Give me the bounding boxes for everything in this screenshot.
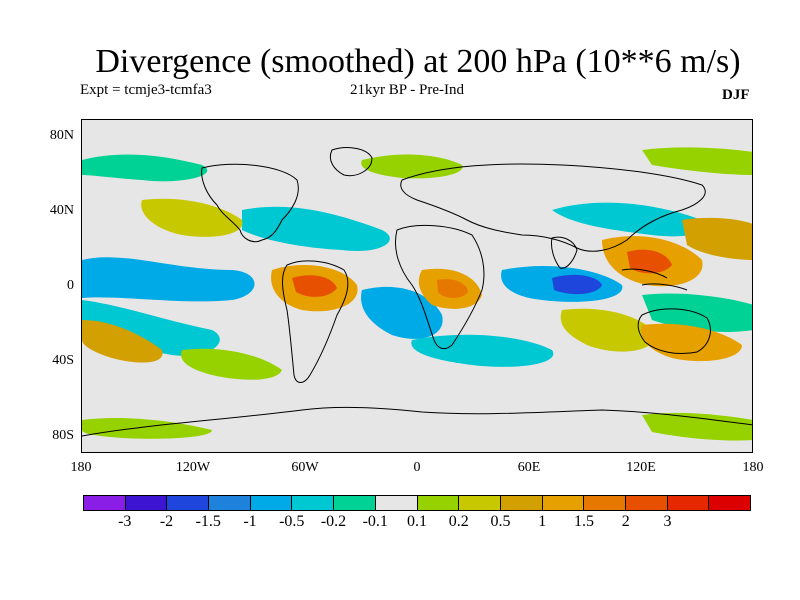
y-tick-label: 40S bbox=[52, 353, 74, 368]
colorbar-label: 1 bbox=[538, 513, 547, 530]
field-pos-africa-core bbox=[437, 279, 468, 298]
period-label: 21kyr BP - Pre-Ind bbox=[350, 82, 465, 98]
y-tick-label: 0 bbox=[67, 278, 74, 293]
field-neg-tropics-east-pacific bbox=[82, 257, 255, 302]
field-pos-south-america-core bbox=[292, 275, 337, 297]
colorbar-label: -1.5 bbox=[195, 513, 221, 530]
coast-south-america bbox=[282, 260, 349, 383]
field-pos-south-pacific-green bbox=[181, 348, 282, 380]
field-pos-maritime-core bbox=[627, 249, 672, 274]
colorbar-swatch bbox=[167, 496, 210, 510]
colorbar-swatch bbox=[84, 496, 126, 510]
colorbar-swatch bbox=[709, 496, 750, 510]
colorbar-label: -0.1 bbox=[362, 513, 388, 530]
colorbar-label: 1.5 bbox=[574, 513, 594, 530]
divergence-field bbox=[82, 147, 752, 441]
y-tick-label: 80N bbox=[49, 128, 74, 143]
colorbar-swatch bbox=[250, 496, 293, 510]
field-pos-antarctic-pacific bbox=[642, 412, 752, 441]
experiment-label: Expt = tcmje3-tcmfa3 bbox=[80, 82, 212, 98]
field-pos-north-america bbox=[141, 198, 243, 237]
x-tick-label: 180 bbox=[742, 460, 764, 475]
colorbar-swatch bbox=[542, 496, 585, 510]
colorbar-swatch bbox=[667, 496, 710, 510]
colorbar-swatch bbox=[417, 496, 460, 510]
colorbar-label: -1 bbox=[243, 513, 257, 530]
colorbar-label: -0.5 bbox=[279, 513, 305, 530]
colorbar-swatch bbox=[625, 496, 668, 510]
field-neg-south-atlantic bbox=[361, 286, 443, 339]
x-tick-label: 120W bbox=[175, 460, 211, 475]
colorbar-swatch bbox=[375, 496, 418, 510]
map-canvas bbox=[82, 147, 752, 441]
y-tick-label: 80S bbox=[52, 428, 74, 443]
x-tick-label: 60W bbox=[291, 460, 319, 475]
coast-africa bbox=[395, 225, 485, 350]
x-tick-label: 0 bbox=[413, 460, 421, 475]
field-pos-high-north-pacific bbox=[642, 147, 752, 175]
colorbar-label: 2 bbox=[621, 513, 630, 530]
y-tick-label: 40N bbox=[49, 203, 74, 218]
season-label: DJF bbox=[722, 87, 750, 103]
colorbar-label: 0.1 bbox=[407, 513, 427, 530]
field-pos-subtropic-south-pacific bbox=[82, 320, 163, 363]
colorbar-swatch bbox=[500, 496, 543, 510]
coastlines bbox=[82, 147, 752, 437]
colorbar-label: 0.5 bbox=[490, 513, 511, 530]
divergence-map bbox=[81, 119, 753, 453]
colorbar-label: 0.2 bbox=[448, 513, 469, 530]
field-neg-indian-ocean-core bbox=[552, 274, 602, 295]
field-neg-subtropics-pacific bbox=[82, 300, 220, 356]
coast-india bbox=[551, 236, 578, 269]
colorbar-swatch bbox=[334, 496, 376, 510]
coast-australia bbox=[637, 308, 711, 355]
field-pos-south-indian bbox=[560, 308, 657, 352]
field-pos-north-pacific bbox=[682, 217, 752, 260]
field-pos-southern-band bbox=[82, 418, 212, 439]
field-neg-southern-ocean bbox=[411, 334, 554, 367]
coast-north-america bbox=[201, 163, 299, 243]
x-tick-label: 120E bbox=[626, 460, 656, 475]
colorbar-swatch bbox=[584, 496, 626, 510]
colorbar-swatch bbox=[292, 496, 335, 510]
field-neg-north-atlantic bbox=[242, 206, 390, 251]
colorbar-label: -0.2 bbox=[320, 513, 347, 530]
field-neg-north-pacific bbox=[552, 202, 709, 237]
field-neg-high-north bbox=[82, 154, 208, 182]
colorbar-swatch bbox=[459, 496, 501, 510]
map-title: Divergence (smoothed) at 200 hPa (10**6 … bbox=[95, 43, 741, 80]
colorbar-swatch bbox=[125, 496, 168, 510]
colorbar-label: -2 bbox=[159, 513, 174, 530]
colorbar bbox=[83, 495, 751, 511]
coast-antarctica bbox=[82, 406, 752, 437]
colorbar-label: 3 bbox=[663, 513, 672, 530]
coast-southeast-asia-islands bbox=[621, 268, 688, 291]
x-tick-label: 60E bbox=[517, 460, 541, 475]
x-tick-label: 180 bbox=[70, 460, 92, 475]
colorbar-label: -3 bbox=[118, 513, 132, 530]
coast-greenland bbox=[329, 147, 373, 177]
field-pos-north-atlantic bbox=[361, 154, 463, 179]
colorbar-swatch bbox=[209, 496, 251, 510]
coast-eurasia bbox=[400, 163, 706, 252]
